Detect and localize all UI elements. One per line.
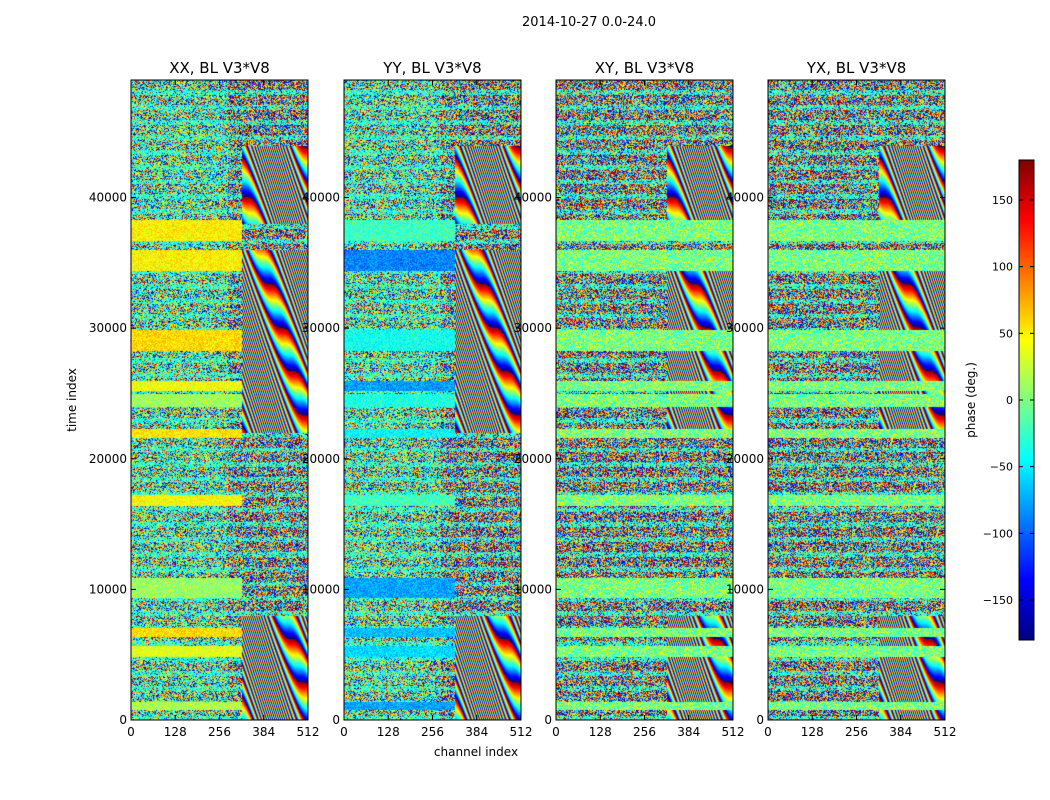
colorbar-tick-label: 0 — [1006, 394, 1013, 407]
panel-title: XX, BL V3*V8 — [169, 59, 270, 77]
x-tick-label: 512 — [510, 725, 533, 739]
x-tick-label: 128 — [589, 725, 612, 739]
y-tick-label: 40000 — [726, 191, 764, 205]
x-tick-label: 128 — [164, 725, 187, 739]
colorbar-tick-label: 50 — [999, 327, 1013, 340]
y-axis-label: time index — [65, 368, 79, 432]
heatmap-image-1 — [131, 80, 308, 720]
x-tick-label: 128 — [377, 725, 400, 739]
y-tick-label: 0 — [119, 713, 127, 727]
panel-3: XY, BL V3*V8 0 128 256 384 512 0 10000 20000 3000… — [514, 59, 745, 739]
heatmap-image-3 — [556, 80, 733, 720]
x-tick-label: 512 — [297, 725, 320, 739]
x-tick-label: 384 — [889, 725, 912, 739]
x-tick-label: 384 — [677, 725, 700, 739]
y-tick-label: 40000 — [514, 191, 552, 205]
x-tick-label: 256 — [633, 725, 656, 739]
heatmap-image-4 — [768, 80, 945, 720]
y-tick-label: 10000 — [89, 582, 127, 596]
y-tick-label: 40000 — [89, 191, 127, 205]
panels-group: XX, BL V3*V8 0 128 256 384 512 0 10000 20000 3000… — [89, 59, 957, 739]
y-tick-label: 30000 — [302, 321, 340, 335]
colorbar-label: phase (deg.) — [964, 362, 978, 438]
y-tick-label: 20000 — [89, 452, 127, 466]
panel-1: XX, BL V3*V8 0 128 256 384 512 0 10000 20000 3000… — [89, 59, 320, 739]
y-tick-label: 30000 — [726, 321, 764, 335]
colorbar-tick-label: −50 — [990, 461, 1013, 474]
y-tick-label: 0 — [332, 713, 340, 727]
colorbar-tick-label: −150 — [983, 594, 1013, 607]
colorbar-tick-label: −100 — [983, 527, 1013, 540]
figure-suptitle: 2014-10-27 0.0-24.0 — [522, 15, 656, 30]
colorbar-tick-label: 150 — [992, 194, 1013, 207]
y-tick-label: 0 — [544, 713, 552, 727]
y-tick-label: 40000 — [302, 191, 340, 205]
x-tick-label: 0 — [552, 725, 560, 739]
x-tick-label: 512 — [934, 725, 957, 739]
panel-title: XY, BL V3*V8 — [595, 59, 695, 77]
colorbar: −150 −100 −50 0 50 100 150 — [983, 159, 1035, 641]
heatmap-image-2 — [344, 80, 521, 720]
y-tick-label: 0 — [756, 713, 764, 727]
y-tick-label: 30000 — [514, 321, 552, 335]
x-tick-label: 256 — [208, 725, 231, 739]
x-tick-label: 0 — [127, 725, 135, 739]
x-axis-label: channel index — [434, 745, 518, 759]
y-tick-label: 10000 — [514, 582, 552, 596]
x-tick-label: 512 — [722, 725, 745, 739]
panel-title: YX, BL V3*V8 — [806, 59, 907, 77]
x-tick-label: 128 — [801, 725, 824, 739]
panel-2: YY, BL V3*V8 0 128 256 384 512 0 10000 20000 3000… — [302, 59, 533, 739]
panel-4: YX, BL V3*V8 0 128 256 384 512 0 10000 20000 3000… — [726, 59, 957, 739]
y-tick-label: 10000 — [726, 582, 764, 596]
x-tick-label: 0 — [340, 725, 348, 739]
panel-title: YY, BL V3*V8 — [382, 59, 481, 77]
colorbar-tick-label: 100 — [992, 261, 1013, 274]
y-tick-label: 20000 — [514, 452, 552, 466]
y-tick-label: 30000 — [89, 321, 127, 335]
y-tick-label: 20000 — [726, 452, 764, 466]
y-tick-label: 10000 — [302, 582, 340, 596]
x-tick-label: 384 — [465, 725, 488, 739]
x-tick-label: 256 — [421, 725, 444, 739]
x-tick-label: 256 — [845, 725, 868, 739]
x-tick-label: 0 — [764, 725, 772, 739]
y-tick-label: 20000 — [302, 452, 340, 466]
x-tick-label: 384 — [252, 725, 275, 739]
